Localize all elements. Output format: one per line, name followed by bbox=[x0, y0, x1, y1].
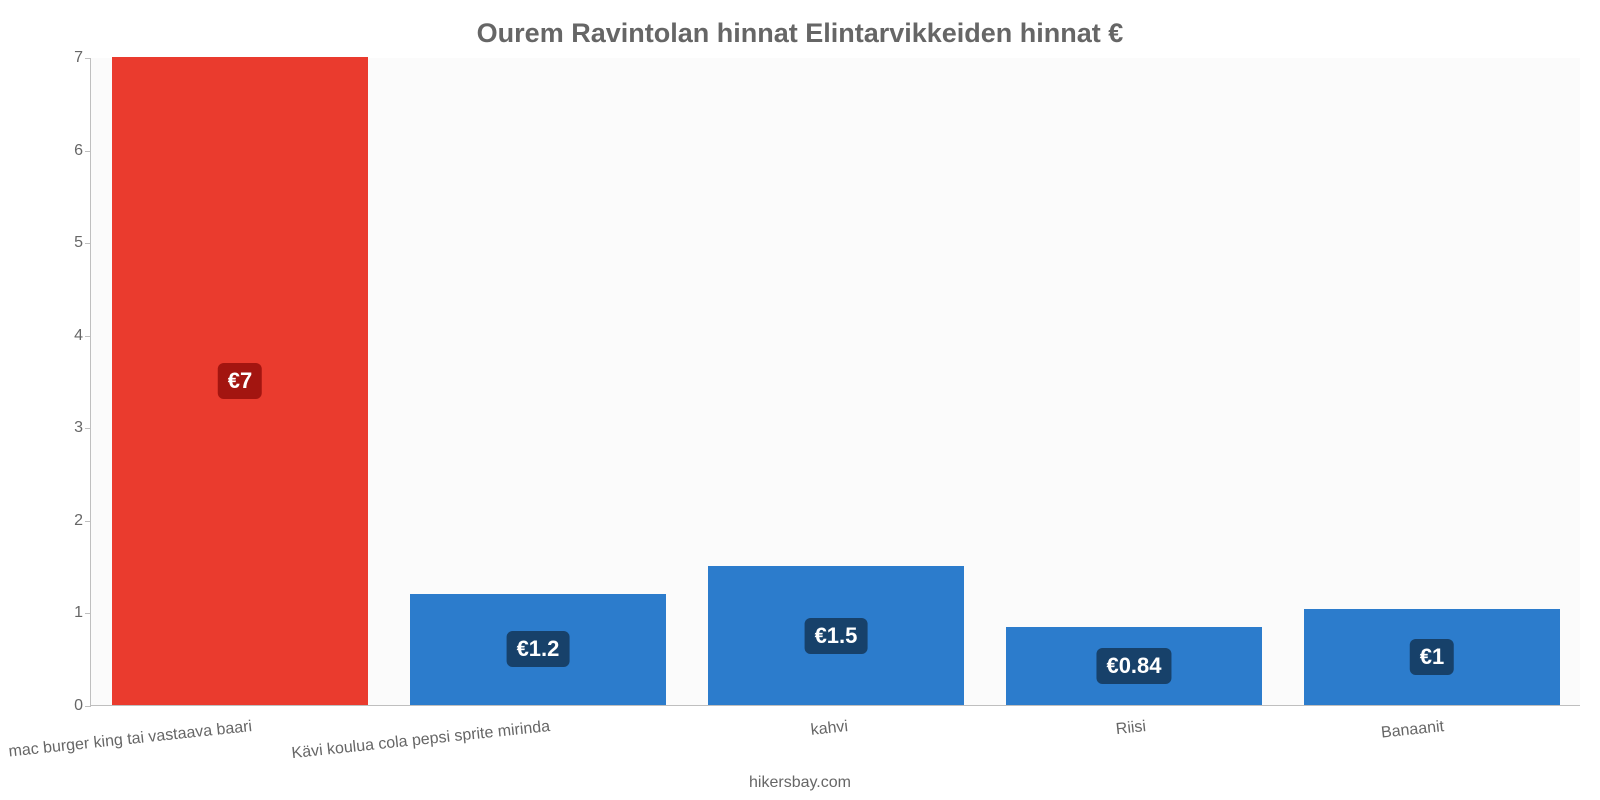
y-tick-mark bbox=[85, 521, 91, 522]
x-axis-category-label: Riisi bbox=[847, 718, 1147, 767]
y-tick-label: 5 bbox=[43, 234, 83, 252]
y-tick-mark bbox=[85, 58, 91, 59]
y-tick-label: 2 bbox=[43, 512, 83, 530]
bar: €1.5 bbox=[708, 566, 964, 705]
x-axis-category-label: mac burger king tai vastaava baari bbox=[0, 718, 253, 767]
y-tick-mark bbox=[85, 243, 91, 244]
y-tick-mark bbox=[85, 706, 91, 707]
bar: €7 bbox=[112, 57, 368, 705]
price-bar-chart: Ourem Ravintolan hinnat Elintarvikkeiden… bbox=[0, 0, 1600, 800]
x-axis-category-label: Banaanit bbox=[1145, 718, 1445, 767]
y-tick-mark bbox=[85, 151, 91, 152]
y-tick-mark bbox=[85, 336, 91, 337]
y-tick-label: 3 bbox=[43, 419, 83, 437]
credit-text: hikersbay.com bbox=[0, 774, 1600, 792]
bar-value-label: €1.2 bbox=[507, 631, 570, 667]
y-tick-label: 0 bbox=[43, 697, 83, 715]
bar-value-label: €7 bbox=[218, 363, 262, 399]
bar: €0.84 bbox=[1006, 627, 1262, 705]
y-tick-label: 6 bbox=[43, 142, 83, 160]
chart-title: Ourem Ravintolan hinnat Elintarvikkeiden… bbox=[0, 18, 1600, 49]
bar-value-label: €1 bbox=[1410, 639, 1454, 675]
y-tick-mark bbox=[85, 428, 91, 429]
plot-area: €7€1.2€1.5€0.84€1 01234567 bbox=[90, 58, 1580, 706]
y-tick-mark bbox=[85, 613, 91, 614]
y-tick-label: 7 bbox=[43, 49, 83, 67]
x-axis-category-label: Kävi koulua cola pepsi sprite mirinda bbox=[251, 718, 551, 767]
y-tick-label: 4 bbox=[43, 327, 83, 345]
bars-container: €7 €1.2 €1.5 €0.84 €1 bbox=[91, 58, 1580, 705]
y-tick-label: 1 bbox=[43, 604, 83, 622]
bar: €1.2 bbox=[410, 594, 666, 705]
bar-value-label: €0.84 bbox=[1096, 648, 1171, 684]
x-axis-category-label: kahvi bbox=[549, 718, 849, 767]
bar: €1 bbox=[1304, 609, 1560, 705]
bar-value-label: €1.5 bbox=[805, 618, 868, 654]
